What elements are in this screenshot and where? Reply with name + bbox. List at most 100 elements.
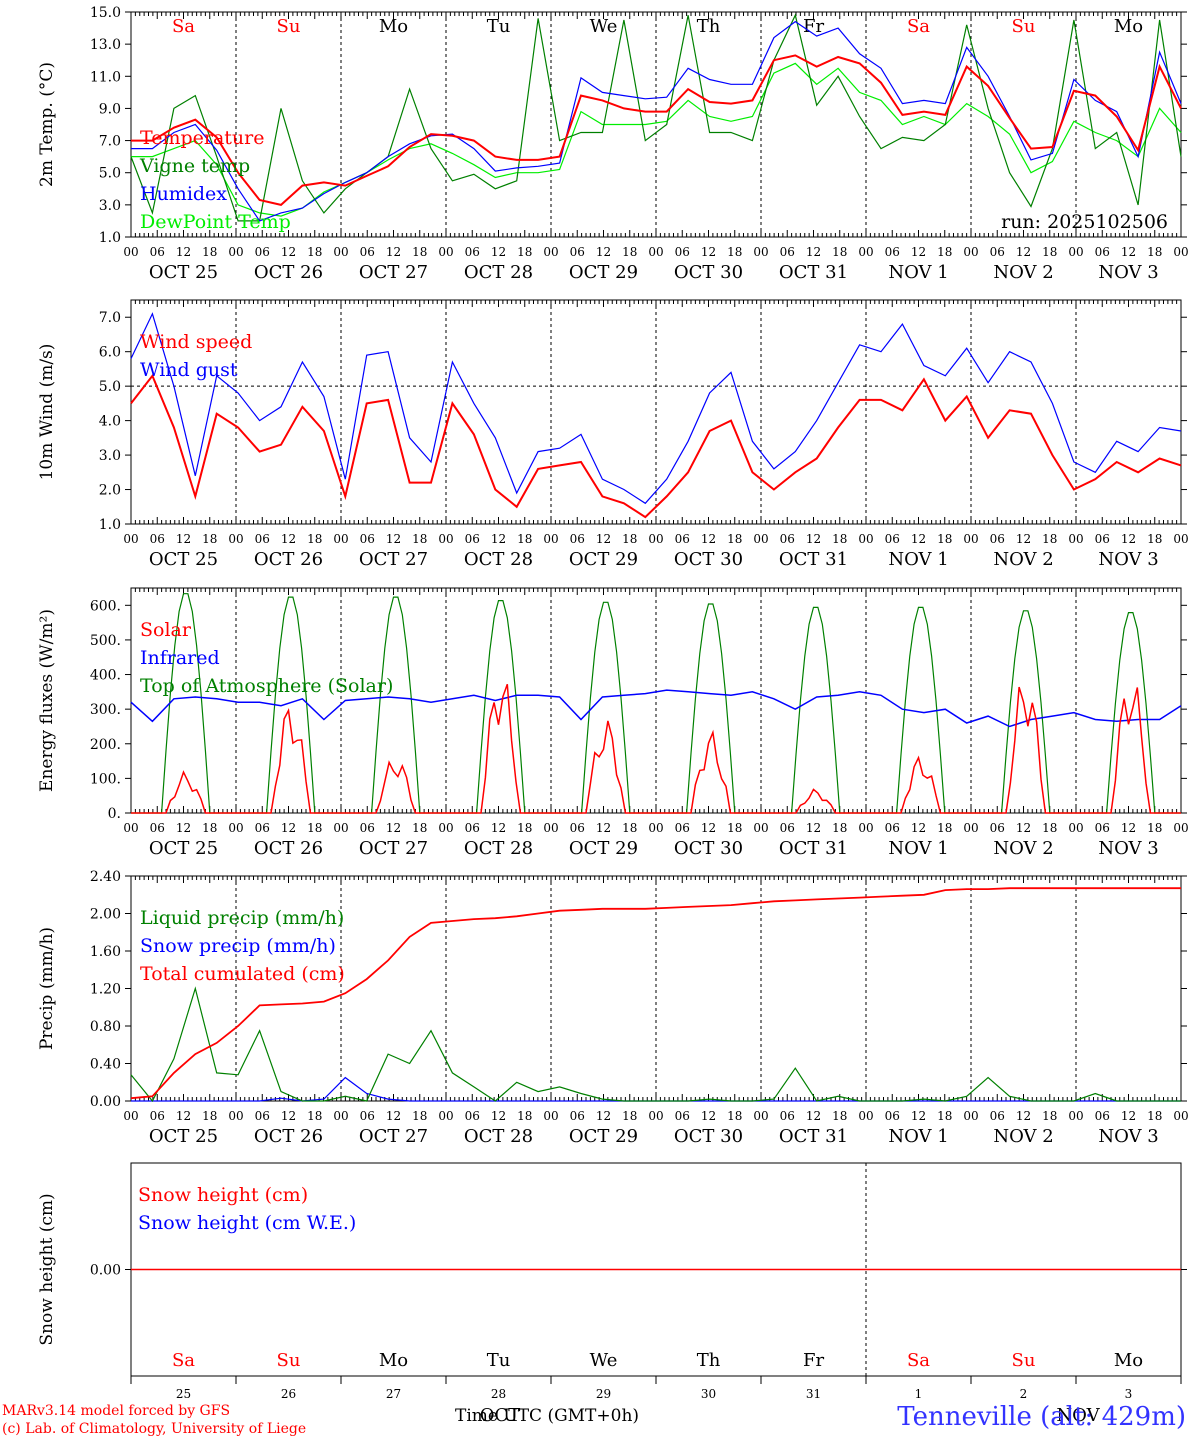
hour-label: 06 [1095, 245, 1110, 259]
hour-label: 00 [438, 245, 453, 259]
y-axis-label: Precip (mm/h) [37, 927, 57, 1050]
hour-label: 18 [727, 532, 742, 546]
hour-label: 18 [412, 1109, 427, 1123]
hour-label: 00 [1068, 1109, 1083, 1123]
hour-label: 18 [622, 821, 637, 835]
hour-label: 00 [1068, 821, 1083, 835]
y-tick-label: 1.20 [90, 982, 121, 998]
hour-label: 12 [386, 1109, 401, 1123]
legend-entry: Solar [140, 619, 192, 641]
hour-label: 12 [491, 821, 506, 835]
y-tick-label: 3.0 [99, 448, 121, 464]
hour-label: 12 [911, 1109, 926, 1123]
date-label: OCT 30 [674, 1126, 743, 1147]
y-tick-label: 7.0 [99, 134, 121, 150]
date-number: 3 [1125, 1387, 1133, 1401]
hour-label: 06 [360, 1109, 375, 1123]
hour-label: 18 [1147, 245, 1162, 259]
hour-label: 18 [412, 532, 427, 546]
date-label: OCT 30 [674, 262, 743, 283]
date-label: OCT 31 [779, 262, 848, 283]
hour-label: 00 [1173, 532, 1188, 546]
hour-label: 00 [438, 1109, 453, 1123]
hour-label: 18 [1042, 821, 1057, 835]
y-tick-label: 600. [90, 598, 121, 614]
legend-entry: DewPoint Temp [140, 211, 291, 233]
y-tick-label: 15.0 [90, 5, 121, 21]
hour-label: 06 [465, 821, 480, 835]
hour-label: 06 [150, 1109, 165, 1123]
legend-entry: Liquid precip (mm/h) [140, 907, 344, 929]
hour-label: 06 [570, 821, 585, 835]
date-number: 27 [386, 1387, 401, 1401]
hour-label: 12 [911, 532, 926, 546]
y-tick-label: 300. [90, 702, 121, 718]
hour-label: 06 [780, 821, 795, 835]
hour-label: 18 [202, 1109, 217, 1123]
hour-label: 00 [753, 532, 768, 546]
hour-label: 12 [806, 821, 821, 835]
hour-label: 18 [1147, 1109, 1162, 1123]
day-name: Sa [172, 1350, 195, 1371]
y-tick-label: 2.40 [90, 869, 121, 885]
y-tick-label: 100. [90, 771, 121, 787]
hour-label: 06 [150, 532, 165, 546]
hour-label: 18 [727, 245, 742, 259]
hour-label: 00 [333, 821, 348, 835]
date-label: NOV 1 [888, 549, 948, 570]
hour-label: 12 [701, 245, 716, 259]
date-label: NOV 2 [993, 549, 1053, 570]
day-name: We [590, 16, 618, 37]
hour-label: 18 [832, 1109, 847, 1123]
hour-label: 06 [675, 532, 690, 546]
series-total-cumulated [130, 887, 1181, 1100]
run-label: run: 2025102506 [1001, 211, 1168, 233]
hour-label: 12 [1121, 532, 1136, 546]
y-tick-label: 0.80 [90, 1019, 121, 1035]
hour-label: 12 [281, 245, 296, 259]
hour-label: 06 [255, 245, 270, 259]
hour-label: 12 [911, 245, 926, 259]
y-axis-label: 2m Temp. (°C) [37, 62, 57, 187]
date-label: OCT 26 [254, 1126, 323, 1147]
hour-label: 00 [1173, 821, 1188, 835]
model-credit: MARv3.14 model forced by GFS [2, 1403, 231, 1419]
hour-label: 06 [885, 1109, 900, 1123]
hour-label: 00 [1173, 245, 1188, 259]
hour-label: 00 [543, 1109, 558, 1123]
hour-label: 18 [517, 1109, 532, 1123]
legend-entry: Infrared [140, 647, 220, 669]
hour-label: 06 [360, 821, 375, 835]
date-label: OCT 29 [569, 838, 638, 859]
hour-label: 12 [1016, 245, 1031, 259]
day-name: Sa [172, 16, 195, 37]
day-name: Mo [1114, 16, 1143, 37]
panel-frame [130, 11, 1182, 238]
hour-label: 06 [990, 532, 1005, 546]
hour-label: 00 [648, 532, 663, 546]
legend-entry: Vigne temp [139, 155, 250, 177]
hour-label: 00 [858, 1109, 873, 1123]
date-label: NOV 3 [1098, 549, 1158, 570]
hour-label: 18 [202, 245, 217, 259]
hour-label: 00 [228, 245, 243, 259]
hour-label: 06 [255, 1109, 270, 1123]
hour-label: 18 [937, 532, 952, 546]
hour-label: 00 [123, 245, 138, 259]
hour-label: 06 [465, 245, 480, 259]
date-label: NOV 1 [888, 1126, 948, 1147]
panel-temperature: 00 06 12 18 OCT 25 00 06 12 18 OCT 26 00 06 12 18 OCT … [37, 5, 1189, 283]
hour-label: 18 [1147, 532, 1162, 546]
date-label: OCT 31 [779, 549, 848, 570]
legend-entry: Top of Atmosphere (Solar) [140, 675, 393, 697]
hour-label: 18 [832, 532, 847, 546]
hour-label: 06 [885, 532, 900, 546]
hour-label: 12 [1016, 1109, 1031, 1123]
date-label: NOV 1 [888, 262, 948, 283]
date-label: OCT 26 [254, 549, 323, 570]
hour-label: 00 [543, 821, 558, 835]
date-label: OCT 31 [779, 838, 848, 859]
hour-label: 06 [780, 1109, 795, 1123]
hour-label: 00 [438, 821, 453, 835]
hour-label: 12 [491, 245, 506, 259]
